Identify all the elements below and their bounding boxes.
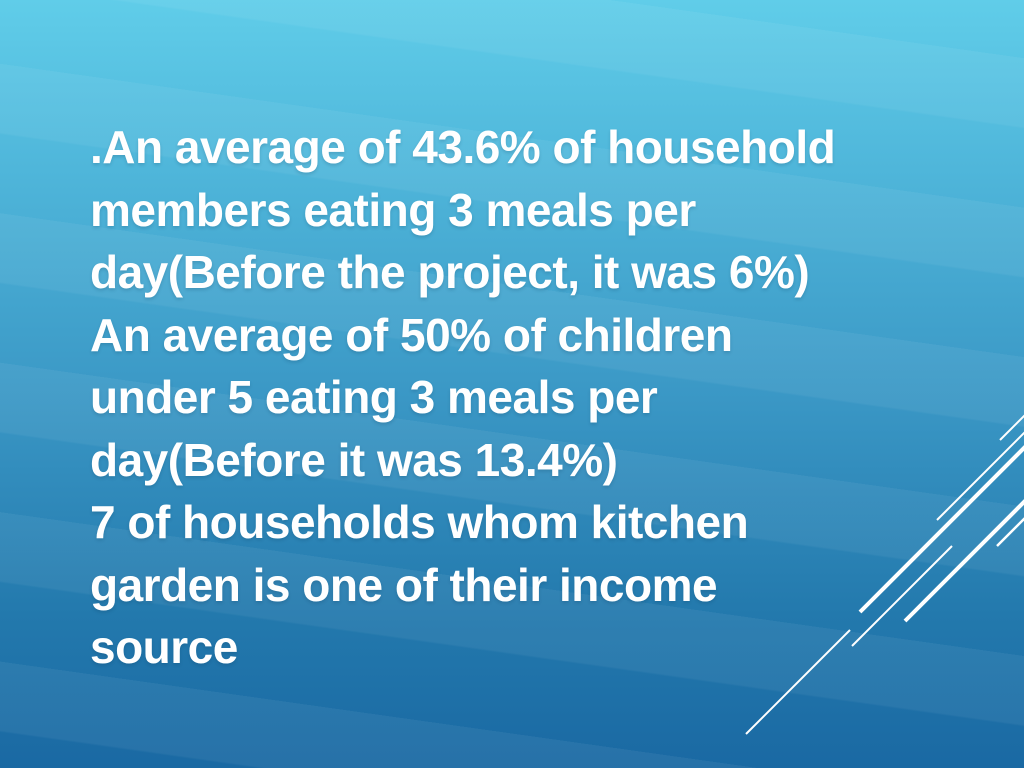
text-line: 7 of households whom kitchen: [90, 496, 749, 548]
text-line: source: [90, 621, 238, 673]
text-line: .An average of 43.6% of household: [90, 121, 836, 173]
text-line: under 5 eating 3 meals per: [90, 371, 658, 423]
text-line: An average of 50% of children: [90, 308, 733, 361]
slide-body-text: .An average of 43.6% of household member…: [90, 116, 970, 679]
text-line: members eating 3 meals per: [90, 183, 696, 236]
text-line: day(Before it was 13.4%): [90, 433, 618, 486]
text-line: day(Before the project, it was 6%): [90, 246, 810, 298]
text-line: garden is one of their income: [90, 558, 718, 611]
